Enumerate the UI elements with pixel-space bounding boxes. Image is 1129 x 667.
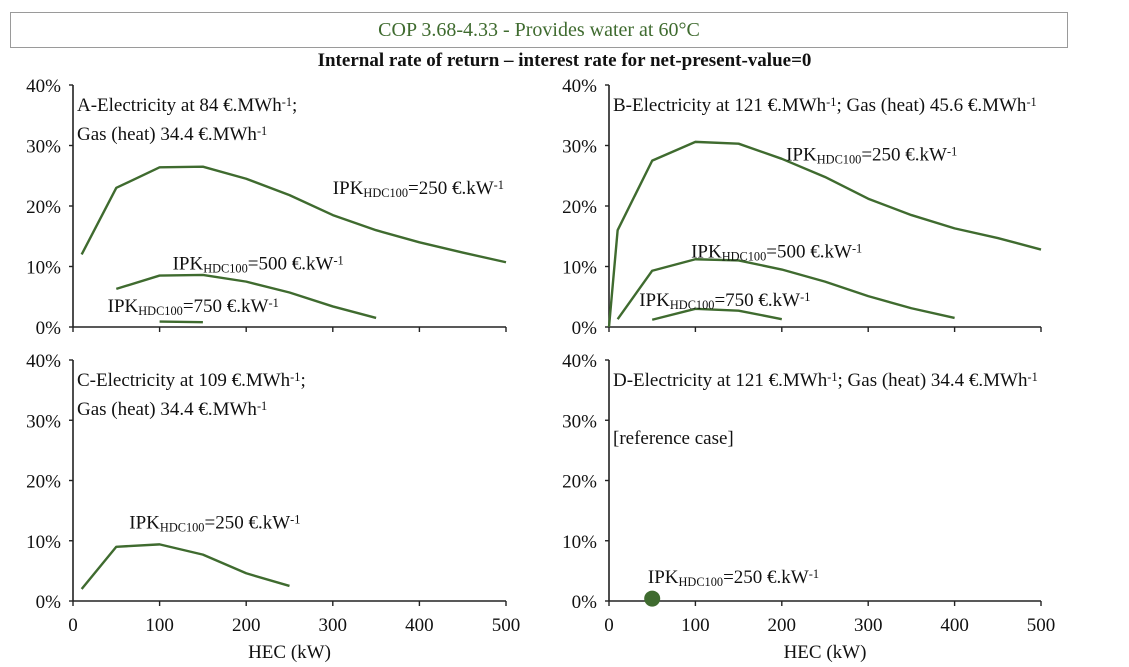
series-label: IPKHDC100=500 €.kW-1 <box>691 241 862 263</box>
series-line <box>80 165 507 264</box>
header-text: COP 3.68-4.33 - Provides water at 60°C <box>378 18 700 41</box>
panel-label-line: D-Electricity at 121 €.MWh-1; Gas (heat)… <box>613 370 1038 391</box>
x-tick-label: 500 <box>492 615 521 636</box>
y-tick-label: 20% <box>562 197 597 218</box>
panel-b: 0% 10% 20% 30% 40% B-Electricity at 121 €.MWh… <box>562 76 1042 339</box>
y-tick-label: 0% <box>36 318 62 339</box>
y-tick-label: 40% <box>562 351 597 372</box>
panel-d: 0% 10% 20% 30% 40% 0 100 200 300 400 500 HEC (kW) D-… <box>562 351 1055 663</box>
x-tick-label: 200 <box>768 615 797 636</box>
x-tick-label: 100 <box>681 615 710 636</box>
y-tick-label: 40% <box>26 351 61 372</box>
x-tick-label: 500 <box>1027 615 1056 636</box>
series-label: IPKHDC100=750 €.kW-1 <box>108 295 279 317</box>
y-tick-label: 30% <box>562 137 597 158</box>
data-point <box>644 590 661 607</box>
y-tick-label: 0% <box>572 592 598 613</box>
series-label: IPKHDC100=750 €.kW-1 <box>639 289 810 311</box>
y-tick-label: 30% <box>562 411 597 432</box>
x-tick-label: 300 <box>854 615 883 636</box>
series-label: IPKHDC100=250 €.kW-1 <box>648 567 819 589</box>
y-tick-label: 40% <box>26 76 61 97</box>
y-tick-label: 40% <box>562 76 597 97</box>
series-line <box>607 140 1042 328</box>
y-tick-label: 0% <box>36 592 62 613</box>
series-line <box>80 543 290 590</box>
series-label: IPKHDC100=250 €.kW-1 <box>786 144 957 166</box>
y-tick-label: 20% <box>562 472 597 493</box>
series-label: IPKHDC100=250 €.kW-1 <box>333 178 504 200</box>
series-line <box>159 320 203 324</box>
x-tick-label: 400 <box>940 615 969 636</box>
series-line <box>651 307 783 321</box>
y-tick-label: 10% <box>562 532 597 553</box>
panel-label-line: A-Electricity at 84 €.MWh-1; <box>77 95 297 116</box>
x-tick-label: 400 <box>405 615 434 636</box>
y-tick-label: 30% <box>26 137 61 158</box>
panel-label-line: C-Electricity at 109 €.MWh-1; <box>77 370 306 391</box>
y-tick-label: 20% <box>26 472 61 493</box>
panel-label-line: B-Electricity at 121 €.MWh-1; Gas (heat)… <box>613 95 1037 116</box>
panel-a: 0% 10% 20% 30% 40% A-Electricity at 84 €.MWh-… <box>26 76 507 339</box>
panel-label-line: Gas (heat) 34.4 €.MWh-1 <box>77 399 267 420</box>
y-tick-label: 10% <box>26 532 61 553</box>
x-axis-label: HEC (kW) <box>248 642 331 663</box>
panel-label-line: [reference case] <box>613 428 734 449</box>
x-tick-label: 0 <box>68 615 78 636</box>
x-tick-label: 300 <box>319 615 348 636</box>
series-line <box>616 258 955 320</box>
header-box: COP 3.68-4.33 - Provides water at 60°C <box>10 12 1068 48</box>
panel-label-line: Gas (heat) 34.4 €.MWh-1 <box>77 124 267 145</box>
x-tick-label: 0 <box>604 615 614 636</box>
y-tick-label: 10% <box>562 258 597 279</box>
x-tick-label: 100 <box>145 615 174 636</box>
x-axis-label: HEC (kW) <box>784 642 867 663</box>
y-tick-label: 20% <box>26 197 61 218</box>
series-label: IPKHDC100=250 €.kW-1 <box>129 512 300 534</box>
y-tick-label: 10% <box>26 258 61 279</box>
series-line <box>115 273 377 320</box>
y-tick-label: 30% <box>26 411 61 432</box>
x-tick-label: 200 <box>232 615 261 636</box>
panel-c: 0% 10% 20% 30% 40% 0 100 200 300 400 500 HEC (kW) C-… <box>26 351 520 663</box>
chart-title: Internal rate of return – interest rate … <box>317 50 812 71</box>
series-label: IPKHDC100=500 €.kW-1 <box>173 253 344 275</box>
y-tick-label: 0% <box>572 318 598 339</box>
